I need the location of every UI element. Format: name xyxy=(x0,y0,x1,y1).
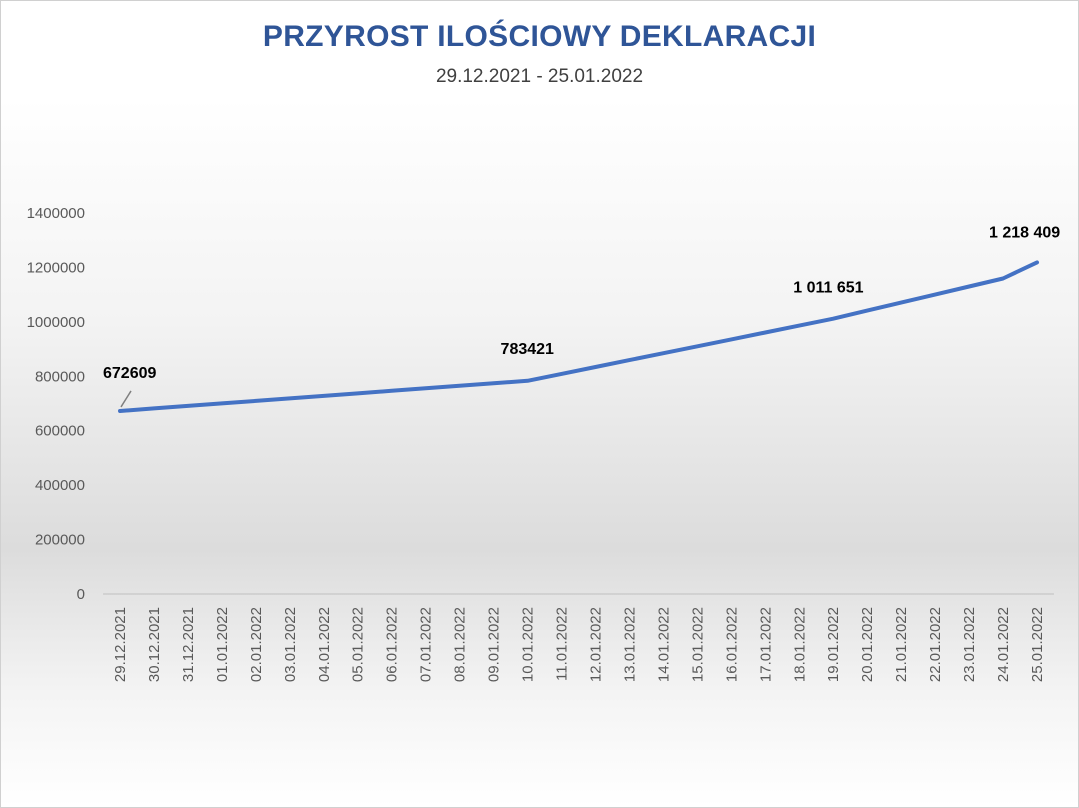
x-tick-label: 13.01.2022 xyxy=(621,607,638,682)
x-tick-label: 09.01.2022 xyxy=(486,607,503,682)
x-tick-label: 25.01.2022 xyxy=(1029,607,1046,682)
y-tick-label: 1000000 xyxy=(27,314,85,331)
x-tick-label: 23.01.2022 xyxy=(961,607,978,682)
plot-area xyxy=(118,260,1039,413)
x-tick-label: 11.01.2022 xyxy=(554,607,571,681)
x-tick-label: 05.01.2022 xyxy=(350,607,367,682)
x-tick-label: 10.01.2022 xyxy=(520,607,537,682)
data-label: 672609 xyxy=(103,365,156,382)
data-label: 783421 xyxy=(501,341,554,358)
chart-title: PRZYROST ILOŚCIOWY DEKLARACJI xyxy=(262,20,817,53)
x-tick-label: 03.01.2022 xyxy=(282,607,299,682)
x-tick-label: 24.01.2022 xyxy=(995,607,1012,682)
x-tick-label: 22.01.2022 xyxy=(927,607,944,682)
x-tick-label: 15.01.2022 xyxy=(689,607,706,682)
y-tick-label: 200000 xyxy=(35,532,85,549)
x-tick-label: 30.12.2021 xyxy=(146,607,163,682)
data-labels: 672609 783421 1 011 651 1 218 409 xyxy=(103,224,1060,408)
x-tick-label: 06.01.2022 xyxy=(384,607,401,682)
x-tick-label: 16.01.2022 xyxy=(723,607,740,682)
x-tick-label: 12.01.2022 xyxy=(587,607,604,682)
y-tick-label: 1400000 xyxy=(27,205,85,222)
x-tick-label: 20.01.2022 xyxy=(859,607,876,682)
series-line xyxy=(118,260,1039,413)
y-tick-label: 800000 xyxy=(35,368,85,385)
x-tick-label: 04.01.2022 xyxy=(316,607,333,682)
y-tick-label: 600000 xyxy=(35,423,85,440)
x-tick-label: 29.12.2021 xyxy=(112,607,129,682)
y-tick-label: 0 xyxy=(77,586,85,603)
x-tick-label: 19.01.2022 xyxy=(825,607,842,682)
x-tick-label: 02.01.2022 xyxy=(248,607,265,682)
x-tick-label: 31.12.2021 xyxy=(180,607,197,682)
x-tick-label: 07.01.2022 xyxy=(418,607,435,682)
data-label: 1 011 651 xyxy=(793,280,863,297)
x-tick-label: 14.01.2022 xyxy=(655,607,672,682)
x-tick-label: 08.01.2022 xyxy=(452,607,469,682)
x-axis: 29.12.2021 30.12.2021 31.12.2021 01.01.2022… xyxy=(103,593,1054,682)
chart-subtitle: 29.12.2021 - 25.01.2022 xyxy=(435,66,644,87)
leader-line xyxy=(120,390,132,408)
x-tick-label: 18.01.2022 xyxy=(791,607,808,682)
y-tick-label: 400000 xyxy=(35,477,85,494)
data-label: 1 218 409 xyxy=(989,224,1060,241)
x-tick-label: 21.01.2022 xyxy=(893,607,910,682)
x-tick-label: 01.01.2022 xyxy=(214,607,231,682)
y-axis: 0 200000 400000 600000 800000 1000000 1200000 1… xyxy=(27,205,85,603)
y-tick-label: 1200000 xyxy=(27,259,85,276)
x-tick-label: 17.01.2022 xyxy=(757,607,774,682)
